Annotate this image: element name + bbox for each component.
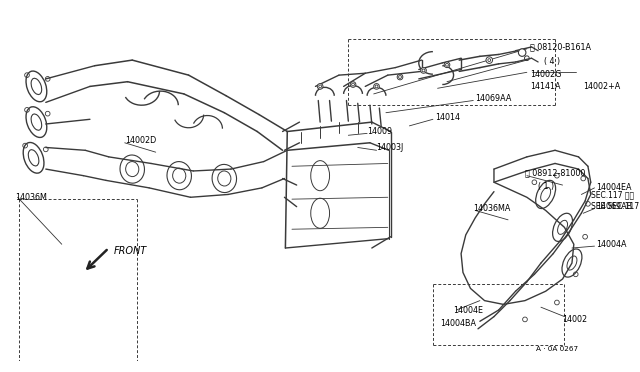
Ellipse shape <box>317 84 323 89</box>
Text: 14004BA: 14004BA <box>440 319 476 328</box>
Text: 14009: 14009 <box>367 127 392 136</box>
Ellipse shape <box>397 74 403 80</box>
Text: 14002G: 14002G <box>530 70 561 79</box>
Ellipse shape <box>350 82 356 87</box>
Text: 14141A: 14141A <box>530 82 560 91</box>
Text: 14002+A: 14002+A <box>583 82 620 91</box>
Text: 14036MA: 14036MA <box>474 204 511 213</box>
Text: 14014: 14014 <box>435 113 460 122</box>
Text: 14069AB: 14069AB <box>596 202 632 211</box>
Text: Ⓑ 08120-B161A: Ⓑ 08120-B161A <box>530 42 591 51</box>
Text: ( 1 ): ( 1 ) <box>538 182 554 190</box>
Text: 14002: 14002 <box>563 315 588 324</box>
Ellipse shape <box>374 84 380 89</box>
Ellipse shape <box>420 68 426 73</box>
Ellipse shape <box>486 57 493 63</box>
Ellipse shape <box>518 49 526 56</box>
Text: A · 0A 0267: A · 0A 0267 <box>536 346 579 353</box>
Text: ( 4 ): ( 4 ) <box>544 57 560 65</box>
Text: SEC.117 参照: SEC.117 参照 <box>591 190 634 199</box>
Text: 14004A: 14004A <box>596 240 627 249</box>
Text: 14036M: 14036M <box>15 193 47 202</box>
Text: FRONT: FRONT <box>113 246 147 256</box>
Text: 14002D: 14002D <box>125 137 156 145</box>
Text: SEE SEC.117: SEE SEC.117 <box>591 202 639 211</box>
Ellipse shape <box>444 62 450 68</box>
Text: Ⓝ 08912-81000: Ⓝ 08912-81000 <box>525 169 586 177</box>
Text: 14003J: 14003J <box>376 143 404 152</box>
Text: 14069AA: 14069AA <box>475 94 511 103</box>
Text: 14004EA: 14004EA <box>596 183 632 192</box>
Text: 14004E: 14004E <box>454 305 484 314</box>
